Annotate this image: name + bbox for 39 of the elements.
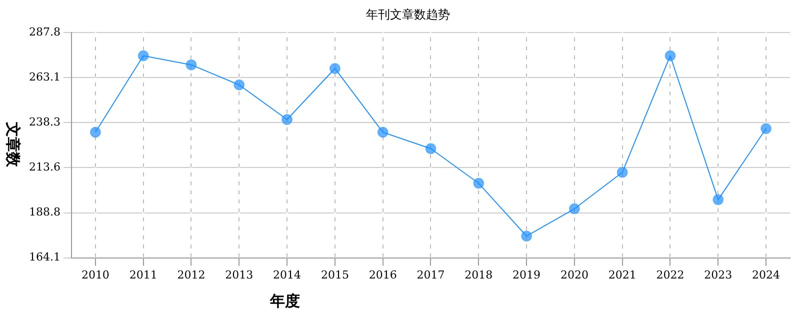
point (521, 230, 532, 242)
x-tick-label: 2020 (560, 268, 588, 282)
point (616, 166, 628, 178)
x-tick-label: 2015 (320, 268, 349, 282)
point (186, 59, 197, 70)
x-tick-label: 2022 (656, 268, 684, 282)
point (282, 114, 293, 125)
x-tick-label: 2012 (177, 268, 206, 282)
y-tick-label: 164.1 (28, 250, 60, 264)
point (664, 50, 676, 62)
x-tick-label: 2017 (416, 268, 445, 282)
x-tick-label: 2018 (464, 268, 493, 282)
point (760, 123, 772, 134)
point (473, 178, 484, 189)
y-tick-label: 287.8 (28, 25, 60, 38)
y-tick-label: 213.6 (28, 160, 60, 174)
x-tick-label: 2021 (608, 268, 636, 282)
y-tick-label: 263.1 (28, 70, 60, 84)
x-tick-label: 2024 (752, 268, 780, 282)
x-axis-title: 年度 (270, 292, 300, 311)
y-axis-title: 文章数 (3, 122, 22, 167)
x-tick-label: 2023 (704, 268, 732, 282)
x-tick-label: 2010 (81, 268, 110, 282)
point (90, 126, 101, 138)
point (234, 79, 245, 90)
x-tick-label: 2014 (273, 268, 302, 282)
point (425, 143, 436, 154)
x-tick-label: 2019 (512, 268, 541, 282)
y-tick-label: 238.3 (28, 115, 60, 128)
x-tick-label: 2013 (225, 268, 254, 282)
point (568, 203, 580, 214)
y-tick-label: 188.8 (28, 206, 60, 219)
point (138, 50, 149, 62)
point (329, 62, 340, 74)
point (712, 194, 724, 206)
x-tick-label: 2011 (129, 268, 158, 282)
chart-title: 年刊文章数趋势 (366, 7, 450, 22)
point (377, 126, 388, 138)
x-tick-label: 2016 (368, 268, 397, 282)
